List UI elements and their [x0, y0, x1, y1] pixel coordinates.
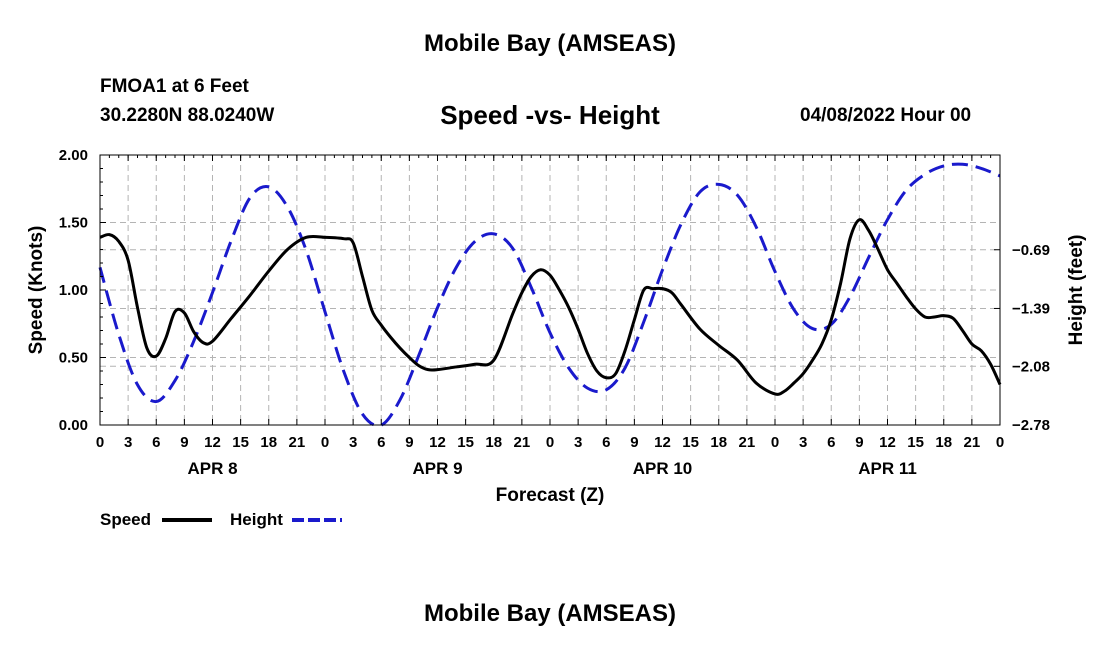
x-tick-label: 18 — [260, 434, 277, 451]
x-tick-label: 6 — [602, 434, 610, 451]
day-label: APR 11 — [858, 459, 917, 478]
height-series — [98, 162, 1001, 428]
x-tick-label: 15 — [232, 434, 249, 451]
x-tick-label: 21 — [289, 434, 306, 451]
x-tick-label: 21 — [739, 434, 756, 451]
x-tick-label: 12 — [654, 434, 671, 451]
x-tick-label: 21 — [514, 434, 531, 451]
x-tick-label: 0 — [96, 434, 104, 451]
x-tick-label: 15 — [457, 434, 474, 451]
x-tick-label: 21 — [964, 434, 981, 451]
chart-title: Mobile Bay (AMSEAS) — [423, 30, 677, 57]
x-tick-label: 3 — [124, 434, 132, 451]
x-tick-label: 9 — [180, 434, 188, 451]
y-tick-label: 0.00 — [59, 417, 88, 434]
y-right-tick-label: −2.78 — [1012, 417, 1050, 434]
y-tick-label: 1.00 — [59, 282, 88, 299]
y-axis-label-right: Height (feet) — [1066, 235, 1087, 346]
x-tick-label: 3 — [349, 434, 357, 451]
x-tick-label: 9 — [405, 434, 413, 451]
station-coordinates: 30.2280N 88.0240W — [100, 105, 275, 126]
x-tick-label: 12 — [879, 434, 896, 451]
chart-legend: Speed Height — [100, 510, 342, 529]
day-label: APR 10 — [633, 459, 693, 478]
day-label: APR 8 — [187, 459, 237, 478]
x-tick-label: 6 — [827, 434, 835, 451]
height-line — [98, 162, 1001, 428]
chart-subtitle: Speed -vs- Height — [440, 100, 660, 130]
grid-lines — [100, 155, 1000, 426]
x-tick-label: 15 — [907, 434, 924, 451]
axis-tick-labels: 0 3 6 9 12 15 18 21 0 3 6 9 12 15 18 21 0 3 6 9 12 15 18 21 0 3 6 9… — [59, 147, 1050, 478]
speed-line — [99, 218, 1002, 396]
x-tick-label: 9 — [855, 434, 863, 451]
x-tick-label: 9 — [630, 434, 638, 451]
station-label: FMOA1 at 6 Feet — [100, 76, 249, 97]
y-tick-label: 1.50 — [59, 215, 88, 232]
bottom-chart-title: Mobile Bay (AMSEAS) — [423, 600, 677, 627]
x-tick-label: 12 — [429, 434, 446, 451]
x-tick-label: 18 — [710, 434, 727, 451]
y-right-tick-label: −0.69 — [1012, 242, 1050, 259]
day-label: APR 9 — [412, 459, 462, 478]
y-axis-label-left: Speed (Knots) — [26, 226, 47, 355]
legend-height-label: Height — [230, 510, 283, 529]
x-axis-label: Forecast (Z) — [496, 485, 605, 506]
y-right-tick-label: −1.39 — [1012, 300, 1050, 317]
x-tick-label: 18 — [935, 434, 952, 451]
x-tick-label: 6 — [152, 434, 160, 451]
x-tick-label: 0 — [771, 434, 779, 451]
y-tick-label: 0.50 — [59, 350, 88, 367]
x-tick-label: 12 — [204, 434, 221, 451]
x-tick-label: 18 — [485, 434, 502, 451]
y-right-tick-label: −2.08 — [1012, 358, 1050, 375]
x-tick-label: 3 — [799, 434, 807, 451]
x-tick-label: 3 — [574, 434, 582, 451]
legend-speed-label: Speed — [100, 510, 151, 529]
x-tick-label: 0 — [996, 434, 1004, 451]
forecast-datetime: 04/08/2022 Hour 00 — [800, 105, 972, 126]
x-tick-label: 0 — [321, 434, 329, 451]
y-tick-label: 2.00 — [59, 147, 88, 164]
x-tick-label: 6 — [377, 434, 385, 451]
x-tick-label: 15 — [682, 434, 699, 451]
axis-ticks — [99, 154, 1001, 426]
x-tick-label: 0 — [546, 434, 554, 451]
speed-series — [99, 218, 1002, 396]
